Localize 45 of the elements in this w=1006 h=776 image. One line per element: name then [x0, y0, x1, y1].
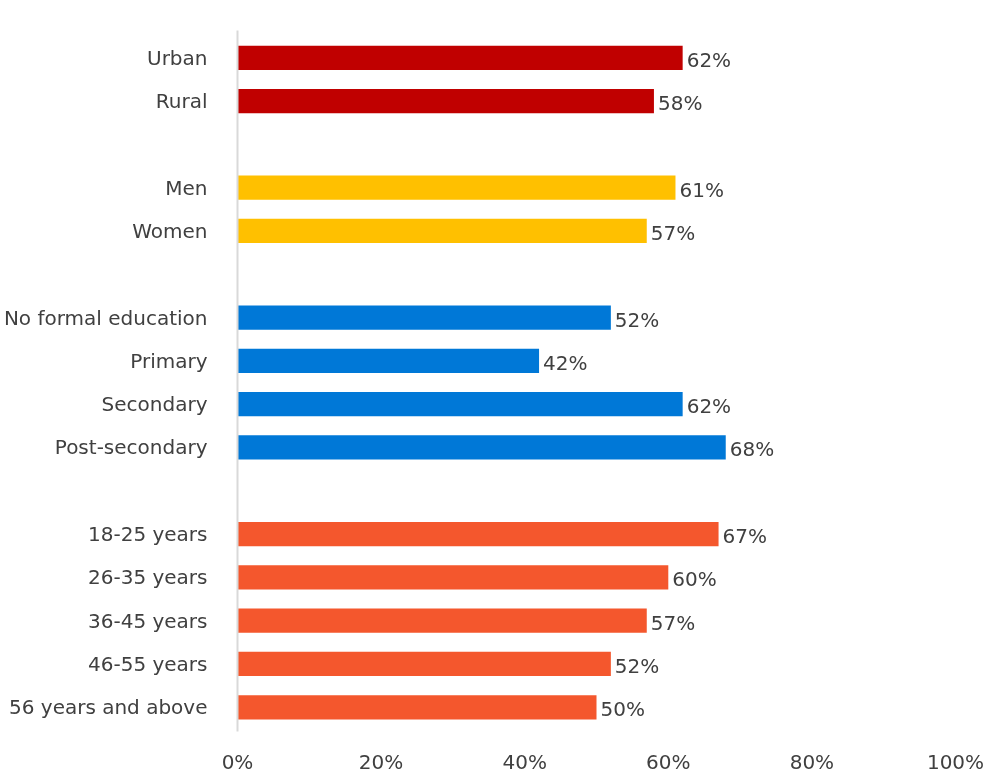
bar	[237, 608, 647, 633]
bar	[237, 45, 683, 70]
data-label: 57%	[650, 610, 696, 635]
data-label: 50%	[600, 697, 645, 722]
x-tick-label: 0%	[221, 749, 254, 774]
y-tick-label: 56 years and above	[8, 695, 208, 720]
data-label: 68%	[729, 437, 775, 462]
bar	[237, 651, 611, 677]
bar	[237, 435, 726, 460]
data-label: 52%	[614, 653, 660, 678]
y-tick-label: Men	[165, 175, 208, 200]
data-label: 61%	[679, 177, 724, 202]
bar	[237, 392, 683, 417]
data-label: 62%	[686, 394, 732, 419]
data-label: 57%	[650, 220, 696, 245]
y-tick-label: No formal education	[3, 305, 208, 330]
bar	[237, 175, 676, 200]
x-tick-label: 60%	[646, 749, 691, 774]
data-label: 67%	[722, 524, 768, 549]
y-tick-label: Secondary	[101, 392, 208, 417]
y-tick-label: 18-25 years	[87, 522, 208, 547]
bar	[237, 521, 719, 547]
x-tick-label: 20%	[358, 749, 404, 774]
y-tick-label: 26-35 years	[87, 565, 208, 590]
y-tick-label: 36-45 years	[87, 608, 208, 633]
bar	[237, 348, 540, 373]
bar	[237, 565, 669, 590]
data-label: 60%	[672, 567, 717, 592]
bar	[237, 88, 654, 114]
bar	[237, 695, 597, 720]
x-tick-label: 100%	[926, 749, 985, 774]
bar	[237, 305, 611, 330]
x-tick-label: 40%	[502, 749, 547, 774]
data-label: 42%	[543, 350, 588, 375]
data-label: 62%	[686, 47, 732, 72]
y-tick-label: Women	[132, 218, 208, 243]
y-tick-label: Urban	[147, 45, 208, 70]
data-label: 58%	[657, 91, 703, 116]
data-label: 52%	[614, 307, 660, 332]
x-tick-label: 80%	[789, 749, 835, 774]
y-tick-label: Post-secondary	[54, 435, 208, 460]
y-tick-label: 46-55 years	[87, 651, 208, 676]
y-tick-label: Primary	[130, 348, 208, 373]
bar	[237, 218, 647, 244]
y-tick-label: Rural	[155, 89, 208, 114]
